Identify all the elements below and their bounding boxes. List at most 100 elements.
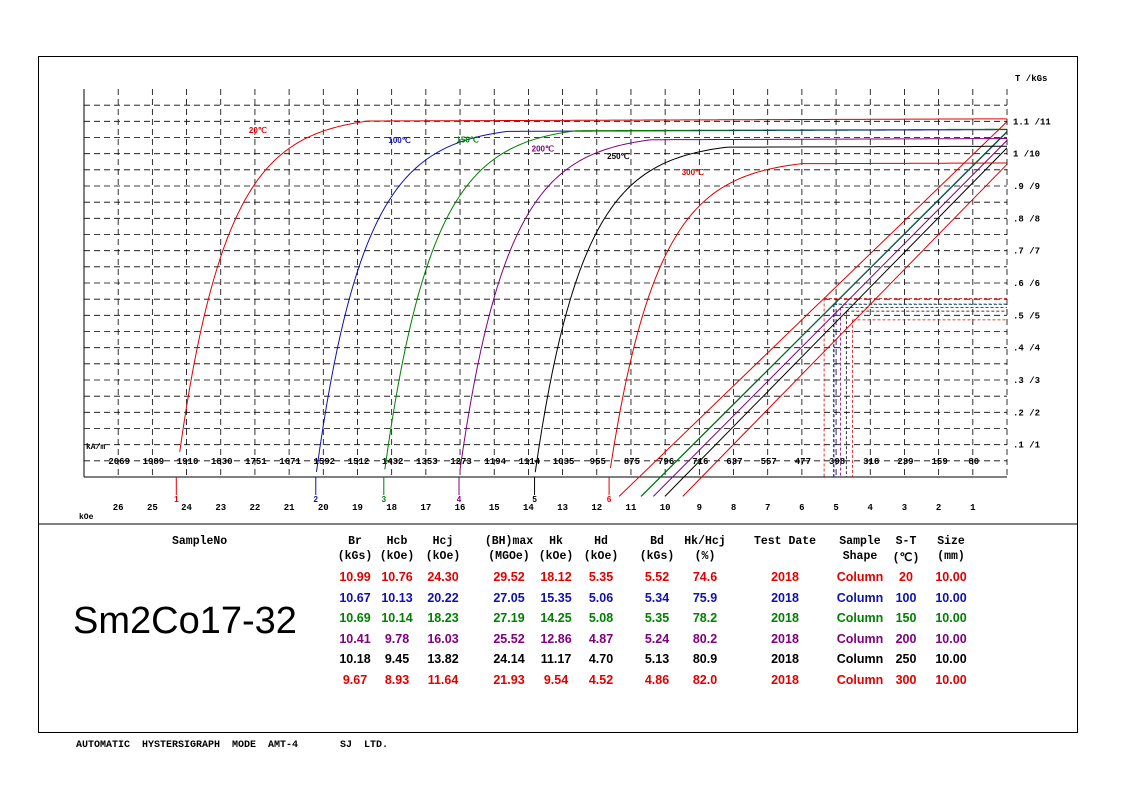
- column-header: Br: [348, 535, 362, 548]
- y-tick-label: .9 /9: [1013, 182, 1040, 192]
- x-tick-label-kam: 637: [726, 457, 742, 467]
- x-tick-label-koe: 11: [626, 503, 637, 513]
- x-tick-label-kam: 477: [795, 457, 811, 467]
- column-unit: (kOe): [425, 550, 461, 563]
- y-tick-label: .1 /1: [1013, 441, 1041, 451]
- table-cell: 8.93: [384, 673, 410, 687]
- x-tick-label-koe: 5: [833, 503, 838, 513]
- x-axis-unit-koe: kOe: [79, 513, 94, 522]
- column-unit: (mm): [937, 550, 965, 563]
- table-cell: 78.2: [692, 611, 718, 626]
- table-cell: 10.00: [935, 570, 967, 584]
- table-cell: 10.41: [339, 631, 371, 646]
- table-cell: 16.03: [427, 631, 459, 646]
- j-curve: [459, 138, 1008, 470]
- y-tick-label: .3 /3: [1013, 376, 1040, 386]
- y-tick-label: .4 /4: [1013, 344, 1041, 354]
- table-cell: 2018: [771, 611, 799, 626]
- x-tick-label-kam: 1194: [484, 457, 506, 467]
- column-unit: (kOe): [538, 550, 574, 563]
- table-cell: Column: [836, 652, 884, 667]
- x-tick-label-koe: 21: [284, 503, 295, 513]
- table-cell: 75.9: [692, 590, 718, 605]
- y-tick-label: 1 /10: [1013, 150, 1040, 160]
- table-cell: 10.00: [935, 652, 967, 667]
- x-tick-label-kam: 1751: [245, 457, 267, 467]
- column-header: S-T: [895, 535, 917, 548]
- report-frame: 1.1 /11 1 /10.9 /9.8 /8.7 /7.6 /6.5 /5.4 …: [38, 56, 1078, 733]
- y-tick-label: .6 /6: [1013, 279, 1040, 289]
- b-curve: [618, 121, 1008, 497]
- x-tick-label-koe: 17: [420, 503, 431, 513]
- series-label: 250℃: [607, 152, 629, 161]
- x-tick-label-kam: 1114: [519, 457, 541, 467]
- x-tick-label-koe: 23: [215, 503, 226, 513]
- table-cell: 10.14: [381, 611, 413, 626]
- x-tick-label-koe: 14: [523, 503, 534, 513]
- table-cell: 150: [895, 611, 917, 626]
- b-curve: [640, 131, 1008, 497]
- column-header: Bd: [650, 535, 664, 548]
- table-cell: 24.14: [493, 652, 525, 667]
- x-tick-label-kam: 1035: [553, 457, 575, 467]
- x-tick-label-kam: 796: [658, 457, 674, 467]
- table-cell: 5.24: [644, 631, 670, 646]
- x-tick-label-kam: 1512: [348, 457, 370, 467]
- table-cell: 10.99: [339, 570, 371, 584]
- table-cell: 11.17: [540, 652, 572, 667]
- column-unit: Shape: [842, 550, 878, 563]
- table-cell: 2018: [771, 673, 799, 687]
- table-cell: 27.19: [493, 611, 525, 626]
- hcj-marker-label: 2: [314, 495, 319, 504]
- table-cell: 10.00: [935, 590, 967, 605]
- x-tick-label-kam: 80: [968, 457, 979, 467]
- series-300℃: 300℃ 6: [607, 162, 1008, 504]
- table-cell: 2018: [771, 570, 799, 584]
- table-cell: Column: [836, 611, 884, 626]
- column-unit: (kOe): [379, 550, 415, 563]
- x-tick-label-kam: 1989: [143, 457, 165, 467]
- column-unit: (%): [694, 550, 716, 563]
- series-200℃: 200℃ 4: [457, 138, 1008, 504]
- table-cell: 4.87: [588, 631, 614, 646]
- table-cell: 5.35: [588, 570, 614, 584]
- column-unit: (℃): [892, 552, 920, 565]
- table-cell: 29.52: [493, 570, 525, 584]
- hcj-marker-label: 3: [382, 495, 387, 504]
- table-cell: 5.52: [644, 570, 670, 584]
- b-curve: [682, 163, 1008, 497]
- x-tick-label-koe: 10: [660, 503, 671, 513]
- x-tick-label-kam: 875: [624, 457, 640, 467]
- x-tick-label-koe: 16: [455, 503, 466, 513]
- table-cell: 18.23: [427, 611, 459, 626]
- table-cell: 21.93: [493, 673, 525, 687]
- table-cell: Column: [836, 590, 884, 605]
- column-unit: (kGs): [337, 550, 373, 563]
- x-tick-label-koe: 7: [765, 503, 770, 513]
- x-tick-label-kam: 1353: [416, 457, 438, 467]
- series-250℃: 250℃ 5: [532, 145, 1008, 504]
- column-header: Test Date: [753, 535, 817, 548]
- column-unit: (kGs): [639, 550, 675, 563]
- table-cell: 200: [895, 631, 917, 646]
- x-tick-label-kam: 1910: [177, 457, 199, 467]
- table-cell: 5.34: [644, 590, 670, 605]
- series-label: 150℃: [456, 136, 478, 145]
- sample-name: Sm2Co17-32: [73, 600, 297, 642]
- footer-text: AUTOMATIC HYSTERSIGRAPH MODE AMT-4 SJ LT…: [76, 740, 389, 751]
- table-cell: 10.18: [339, 652, 371, 667]
- table-cell: 2018: [771, 631, 799, 646]
- table-cell: 2018: [771, 652, 799, 667]
- series-20℃: 20℃ 1: [174, 118, 1008, 504]
- table-cell: 10.00: [935, 631, 967, 646]
- x-tick-label-koe: 20: [318, 503, 329, 513]
- column-unit: (MGOe): [488, 550, 530, 563]
- column-unit: (kOe): [583, 550, 619, 563]
- table-cell: 13.82: [427, 652, 459, 667]
- x-tick-label-koe: 9: [697, 503, 702, 513]
- column-header: Hk/Hcj: [684, 535, 726, 548]
- table-cell: 100: [895, 590, 917, 605]
- y-tick-label: .2 /2: [1013, 408, 1040, 418]
- table-cell: Column: [836, 570, 884, 584]
- x-tick-label-kam: 318: [863, 457, 879, 467]
